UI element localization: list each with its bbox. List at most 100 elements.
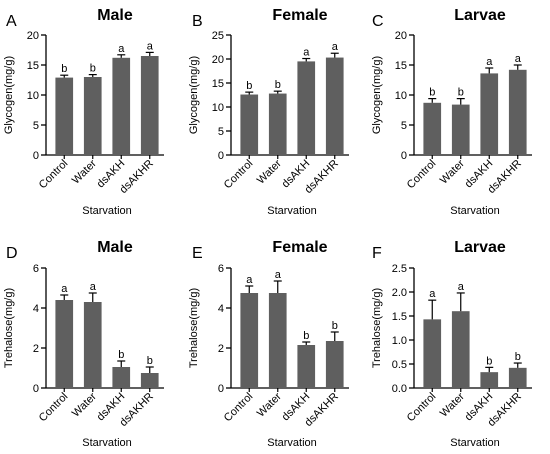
bar <box>325 57 344 156</box>
chart-title: Female <box>272 239 327 256</box>
significance-letter: a <box>458 281 465 293</box>
significance-letter: b <box>515 351 521 363</box>
chart-panel-b: B Female 0 5 10 15 20 25 Glycogen(mg/g) b Control b… <box>188 7 349 217</box>
x-tick-label: Control <box>405 158 439 192</box>
y-tick-label: 6 <box>33 263 39 275</box>
panel-label: E <box>192 245 203 262</box>
y-tick-label: 0 <box>218 150 224 162</box>
chart-panel-e: E Female0246Trehalose(mg/g)aControlaWater… <box>188 239 349 449</box>
chart-title: Male <box>97 239 133 256</box>
bar <box>112 57 131 155</box>
y-tick-label: 1.0 <box>392 335 407 347</box>
significance-letter: a <box>118 43 125 55</box>
panel-label: F <box>372 245 382 262</box>
bar <box>297 61 316 155</box>
y-tick-label: 4 <box>33 303 39 315</box>
y-axis-label: Trehalose(mg/g) <box>371 288 383 368</box>
significance-letter: b <box>147 355 153 367</box>
y-tick-label: 6 <box>218 263 224 275</box>
y-tick-label: 4 <box>218 303 224 315</box>
y-axis-label: Trehalose(mg/g) <box>3 288 15 368</box>
y-tick-label: 0.0 <box>392 383 407 395</box>
y-tick-label: 2 <box>33 343 39 355</box>
y-tick-label: 20 <box>27 30 39 42</box>
y-tick-label: 15 <box>395 60 407 72</box>
x-axis-label: Starvation <box>82 205 132 217</box>
x-tick-label: Control <box>222 158 256 192</box>
significance-letter: a <box>429 288 436 300</box>
significance-letter: a <box>303 47 310 59</box>
significance-letter: a <box>332 41 339 53</box>
x-axis-label: Starvation <box>82 437 132 449</box>
bar <box>140 373 159 388</box>
panel-label: B <box>192 13 203 30</box>
x-tick-label: Control <box>37 391 71 425</box>
y-tick-label: 25 <box>212 30 224 42</box>
bar <box>55 77 74 155</box>
bar <box>508 69 527 155</box>
bar <box>112 367 131 388</box>
y-axis-label: Trehalose(mg/g) <box>188 288 200 368</box>
significance-letter: a <box>515 53 522 65</box>
significance-letter: b <box>275 79 281 91</box>
bar <box>55 300 74 388</box>
bar <box>83 302 102 388</box>
bar <box>423 102 442 155</box>
significance-letter: b <box>458 87 464 99</box>
y-tick-label: 15 <box>212 78 224 90</box>
significance-letter: a <box>275 269 282 281</box>
panel-label: D <box>6 245 18 262</box>
y-axis-label: Glycogen(mg/g) <box>371 56 383 134</box>
x-axis-label: Starvation <box>267 437 317 449</box>
chart-title: Female <box>272 7 327 24</box>
x-tick-label: Control <box>37 158 71 192</box>
y-tick-label: 5 <box>401 120 407 132</box>
significance-letter: a <box>147 40 154 52</box>
x-axis-label: Starvation <box>450 205 500 217</box>
bar <box>297 345 316 388</box>
chart-panel-f: F Larvae 0.0 0.5 1.0 1.5 2.0 2.5 Trehalose(mg/g)… <box>371 239 532 449</box>
significance-letter: a <box>486 56 493 68</box>
bar <box>480 73 499 155</box>
y-tick-label: 10 <box>212 102 224 114</box>
chart-title: Male <box>97 7 133 24</box>
bar <box>480 372 499 388</box>
significance-letter: a <box>61 283 68 295</box>
bar <box>140 56 159 155</box>
chart-title: Larvae <box>454 239 506 256</box>
y-tick-label: 15 <box>27 60 39 72</box>
significance-letter: b <box>246 80 252 92</box>
y-tick-label: 0 <box>33 150 39 162</box>
y-axis-label: Glycogen(mg/g) <box>3 56 15 134</box>
bar <box>240 293 259 388</box>
y-tick-label: 2.0 <box>392 287 407 299</box>
y-tick-label: 20 <box>395 30 407 42</box>
significance-letter: a <box>90 281 97 293</box>
y-axis-label: Glycogen(mg/g) <box>188 56 200 134</box>
bar <box>451 311 470 388</box>
significance-letter: b <box>429 87 435 99</box>
significance-letter: b <box>118 349 124 361</box>
significance-letter: b <box>332 320 338 332</box>
y-tick-label: 2.5 <box>392 263 407 275</box>
significance-letter: b <box>90 63 96 75</box>
y-tick-label: 5 <box>218 126 224 138</box>
x-axis-label: Starvation <box>267 205 317 217</box>
panel-label: A <box>6 13 17 30</box>
bar <box>508 367 527 388</box>
x-axis-label: Starvation <box>450 437 500 449</box>
x-tick-label: Control <box>222 391 256 425</box>
bar <box>83 77 102 155</box>
y-tick-label: 2 <box>218 343 224 355</box>
bar <box>451 104 470 155</box>
y-tick-label: 5 <box>33 120 39 132</box>
significance-letter: a <box>246 274 253 286</box>
bar <box>268 293 287 388</box>
panel-label: C <box>372 13 384 30</box>
significance-letter: b <box>61 63 67 75</box>
y-tick-label: 0 <box>33 383 39 395</box>
